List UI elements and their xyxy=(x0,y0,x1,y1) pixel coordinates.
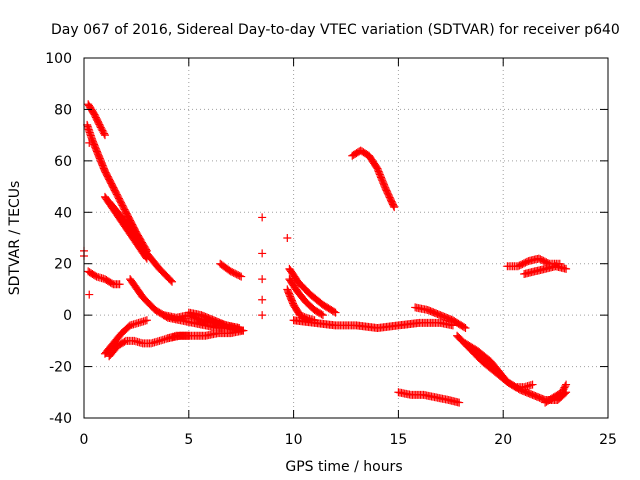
series-arc-n xyxy=(285,275,327,320)
series-arc-k xyxy=(184,308,244,332)
data-point xyxy=(258,213,267,222)
data-point xyxy=(458,322,467,331)
data-point xyxy=(484,355,493,364)
data-point xyxy=(546,395,555,404)
data-point xyxy=(258,249,267,258)
data-point xyxy=(120,205,129,214)
y-tick-label: -40 xyxy=(49,411,72,427)
series-arc-s xyxy=(411,303,470,332)
series-arc-i xyxy=(163,326,248,343)
data-point xyxy=(99,128,108,137)
data-point xyxy=(233,323,242,332)
series-arc-r xyxy=(394,388,464,407)
data-point xyxy=(304,288,313,297)
y-tick-label: 40 xyxy=(54,205,72,221)
data-point xyxy=(283,234,292,242)
series-arc-w xyxy=(503,254,564,271)
y-tick-label: 20 xyxy=(54,257,72,273)
data-point xyxy=(258,311,267,320)
data-point xyxy=(89,270,98,279)
series-pts-1 xyxy=(258,213,267,320)
data-point xyxy=(123,323,132,332)
data-point xyxy=(95,120,104,129)
x-tick-label: 0 xyxy=(80,432,89,448)
series-arc-v xyxy=(541,380,571,407)
series-arc-x xyxy=(520,262,571,278)
data-point xyxy=(153,337,162,346)
data-point xyxy=(526,381,535,390)
data-point xyxy=(300,295,309,304)
y-tick-label: -20 xyxy=(49,360,72,376)
data-point xyxy=(119,338,128,347)
data-point xyxy=(224,265,233,274)
data-point xyxy=(166,276,175,285)
y-tick-label: 0 xyxy=(63,308,72,324)
data-point xyxy=(389,201,398,210)
data-point xyxy=(111,344,120,353)
data-point xyxy=(560,383,569,392)
data-point xyxy=(115,331,124,340)
series-arc-u xyxy=(453,331,571,404)
series-arc-m xyxy=(285,264,340,317)
data-point xyxy=(132,319,141,328)
data-point xyxy=(258,275,267,284)
data-point xyxy=(165,275,174,284)
series-arc-e xyxy=(84,267,124,289)
data-point xyxy=(521,258,530,267)
data-point xyxy=(85,138,94,147)
data-point xyxy=(330,307,339,316)
series-arc-b xyxy=(83,120,151,255)
data-point xyxy=(453,398,462,407)
chart-title: Day 067 of 2016, Sidereal Day-to-day VTE… xyxy=(51,22,620,38)
y-axis-label: SDTVAR / TECUs xyxy=(7,181,23,296)
data-points xyxy=(80,100,571,407)
series-arc-p xyxy=(289,316,457,332)
series-arc-q xyxy=(348,146,399,212)
data-point xyxy=(317,310,326,319)
data-point xyxy=(114,280,123,289)
data-point xyxy=(110,184,119,193)
data-point xyxy=(100,129,109,138)
x-tick-label: 5 xyxy=(184,432,193,448)
x-tick-label: 25 xyxy=(599,432,617,448)
x-axis-label: GPS time / hours xyxy=(285,459,402,475)
data-point xyxy=(371,162,380,170)
data-point xyxy=(258,295,267,304)
y-tick-label: 100 xyxy=(45,51,72,67)
data-point xyxy=(475,355,484,364)
data-point xyxy=(234,271,243,280)
axes: 0 5 10 15 20 25 -40 -20 0 20 40 60 80 100 xyxy=(45,51,617,448)
data-point xyxy=(106,278,115,287)
y-tick-label: 80 xyxy=(54,102,72,118)
series-arc-g xyxy=(100,316,151,358)
series-arc-j xyxy=(159,311,244,332)
y-tick-label: 60 xyxy=(54,154,72,170)
data-point xyxy=(560,264,569,273)
data-point xyxy=(388,200,397,209)
data-point xyxy=(463,342,472,351)
x-tick-label: 20 xyxy=(494,432,512,448)
data-point xyxy=(513,384,522,392)
grid-lines xyxy=(84,58,608,418)
series-arc-d xyxy=(105,198,177,286)
data-point xyxy=(316,309,325,318)
data-point xyxy=(85,290,94,299)
series-arc-t xyxy=(461,339,537,392)
x-tick-label: 10 xyxy=(285,432,303,448)
series-arc-a xyxy=(84,100,109,140)
data-point xyxy=(561,382,570,391)
data-point xyxy=(235,271,244,280)
series-pts-2 xyxy=(80,138,292,299)
series-arc-l xyxy=(216,259,246,281)
x-tick-label: 15 xyxy=(389,432,407,448)
plot-frame xyxy=(83,57,609,419)
data-point xyxy=(141,316,150,325)
data-point xyxy=(460,323,469,332)
data-point xyxy=(328,306,337,315)
